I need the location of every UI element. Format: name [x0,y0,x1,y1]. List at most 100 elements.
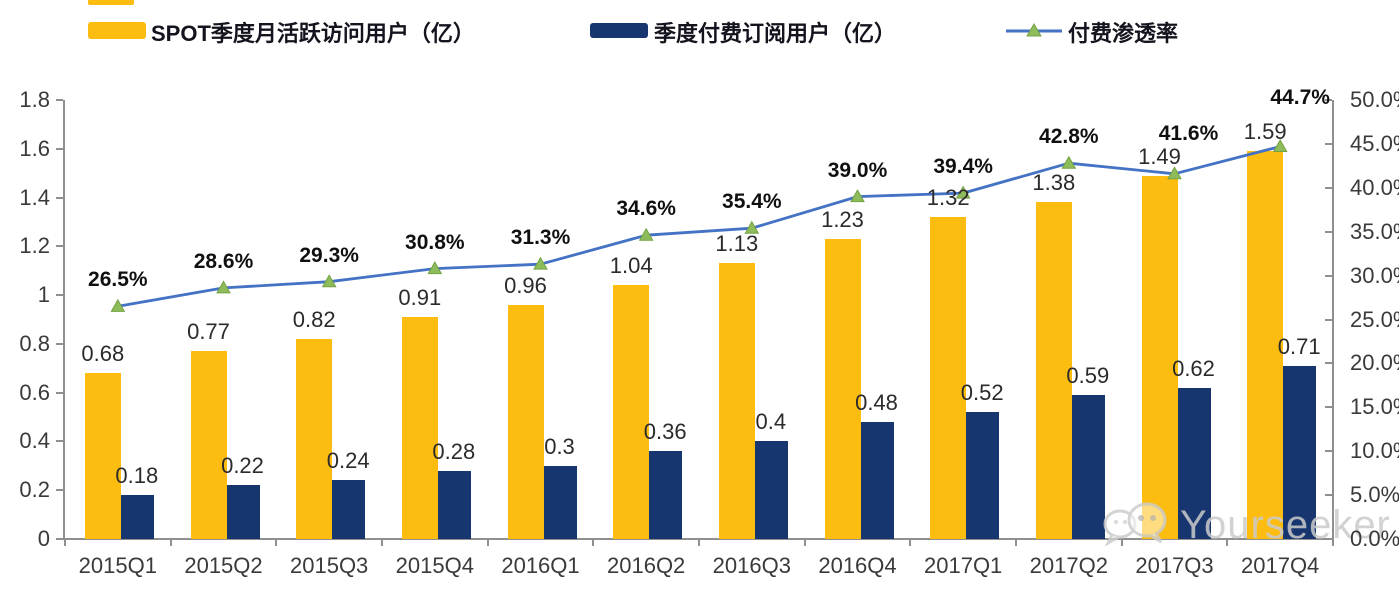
x-axis-tick [592,539,595,546]
subscribers-value-label: 0.71 [1277,333,1321,359]
left-axis-tick-label: 0 [37,526,50,551]
subscribers-value-label: 0.22 [221,453,264,479]
left-axis-tick-label: 0.8 [19,330,50,356]
subscribers-bar [120,495,154,539]
x-axis-tick [64,539,66,546]
left-axis-tick-label: 0.6 [19,379,50,405]
x-category-label: 2016Q2 [607,553,686,578]
subscribers-value-label: 0.28 [432,438,476,464]
mau-value-label: 0.91 [398,285,442,311]
mau-value-label: 0.77 [187,319,230,345]
right-axis-line [1332,100,1334,540]
mau-bar [507,304,544,539]
subscribers-bar [754,441,788,539]
right-axis-tick-label: 25.0% [1350,306,1399,332]
x-axis-tick [486,539,489,546]
left-axis-tick [56,391,63,394]
penetration-pct-label: 41.6% [1158,121,1219,145]
line-marker-triangle [216,280,231,294]
x-category-label: 2015Q4 [395,553,474,578]
mau-value-label: 0.68 [81,341,125,367]
x-axis-tick [909,539,912,546]
right-axis-tick [1325,318,1332,321]
subscribers-bar [860,421,894,539]
mau-bar [718,263,755,539]
left-axis-tick-label: 1.4 [19,184,50,210]
x-category-label: 2017Q2 [1029,553,1108,578]
line-marker-triangle [110,298,126,312]
subscribers-value-label: 0.62 [1172,355,1215,381]
x-axis-tick [275,539,278,546]
right-axis-tick [1325,274,1332,277]
x-category-label: 2017Q1 [924,553,1003,578]
right-axis-tick [1325,406,1332,409]
penetration-pct-label: 35.4% [722,190,782,214]
mau-bar [84,373,121,539]
subscribers-value-label: 0.18 [115,463,159,489]
left-axis-tick [56,342,63,345]
line-marker-triangle [321,274,337,288]
right-axis-tick [1325,186,1332,189]
mau-bar [296,339,333,539]
mau-legend-swatch [88,22,146,39]
left-axis-tick [56,294,63,297]
penetration-pct-label: 39.4% [933,155,993,179]
right-axis-tick-label: 45.0% [1350,130,1399,156]
x-axis-tick [169,539,172,546]
penetration-pct-label: 44.7% [1270,85,1330,109]
subscribers-legend-swatch [590,23,648,38]
mau-legend-label: SPOT季度月活跃访问用户（亿） [151,21,475,46]
penetration-pct-label: 31.3% [510,226,571,250]
left-axis-tick [56,489,63,492]
mau-value-label: 1.32 [926,185,970,211]
left-axis-tick-label: 1 [37,282,50,308]
left-axis-tick-label: 0.4 [19,428,50,454]
left-axis-tick [56,440,63,443]
line-marker-triangle [850,189,865,203]
subscribers-bar [1283,365,1317,539]
subscribers-value-label: 0.52 [960,380,1004,406]
subscribers-bar [1177,387,1211,539]
mau-value-label: 1.04 [609,253,653,279]
right-axis-tick-label: 40.0% [1350,174,1399,200]
right-axis-tick [1325,230,1332,233]
penetration-line-legend-marker [1005,21,1063,46]
subscribers-value-label: 0.48 [855,389,898,415]
legend-swatch-crop-artifact [88,0,134,5]
mau-bar [401,317,438,539]
right-axis-tick [1325,142,1332,145]
subscribers-legend-label: 季度付费订阅用户（亿） [654,21,897,46]
right-axis-tick-label: 5.0% [1350,482,1399,508]
x-axis-tick [803,539,806,546]
subscribers-bar [966,412,1000,539]
x-axis-tick [1332,539,1334,546]
right-axis-tick [1325,450,1332,453]
left-axis-tick-label: 1.2 [19,233,50,259]
x-category-label: 2017Q4 [1241,553,1320,578]
mau-bar [930,217,967,539]
subscribers-value-label: 0.24 [326,448,370,474]
subscribers-value-label: 0.3 [544,433,575,459]
x-axis-tick [1015,539,1017,546]
x-category-label: 2015Q1 [78,553,157,578]
subscribers-value-label: 0.4 [755,409,787,435]
subscribers-bar [226,485,260,539]
x-axis-tick [1120,539,1123,546]
right-axis-tick-label: 15.0% [1350,394,1399,420]
mau-bar [613,285,650,539]
mau-bar [190,351,227,539]
x-axis-tick [1226,539,1229,546]
x-category-label: 2015Q2 [184,553,263,578]
penetration-pct-label: 42.8% [1039,125,1099,149]
line-marker-triangle [1061,155,1077,169]
x-category-label: 2016Q1 [501,553,580,578]
line-marker-triangle [427,261,443,275]
x-category-label: 2016Q3 [712,553,791,578]
watermark-text: Yourseeker [1180,503,1391,547]
left-axis-tick [56,538,63,540]
right-axis-tick [1325,538,1332,540]
subscribers-value-label: 0.59 [1066,363,1110,389]
right-axis-tick-label: 50.0% [1350,87,1399,112]
right-axis-tick [1325,362,1332,365]
